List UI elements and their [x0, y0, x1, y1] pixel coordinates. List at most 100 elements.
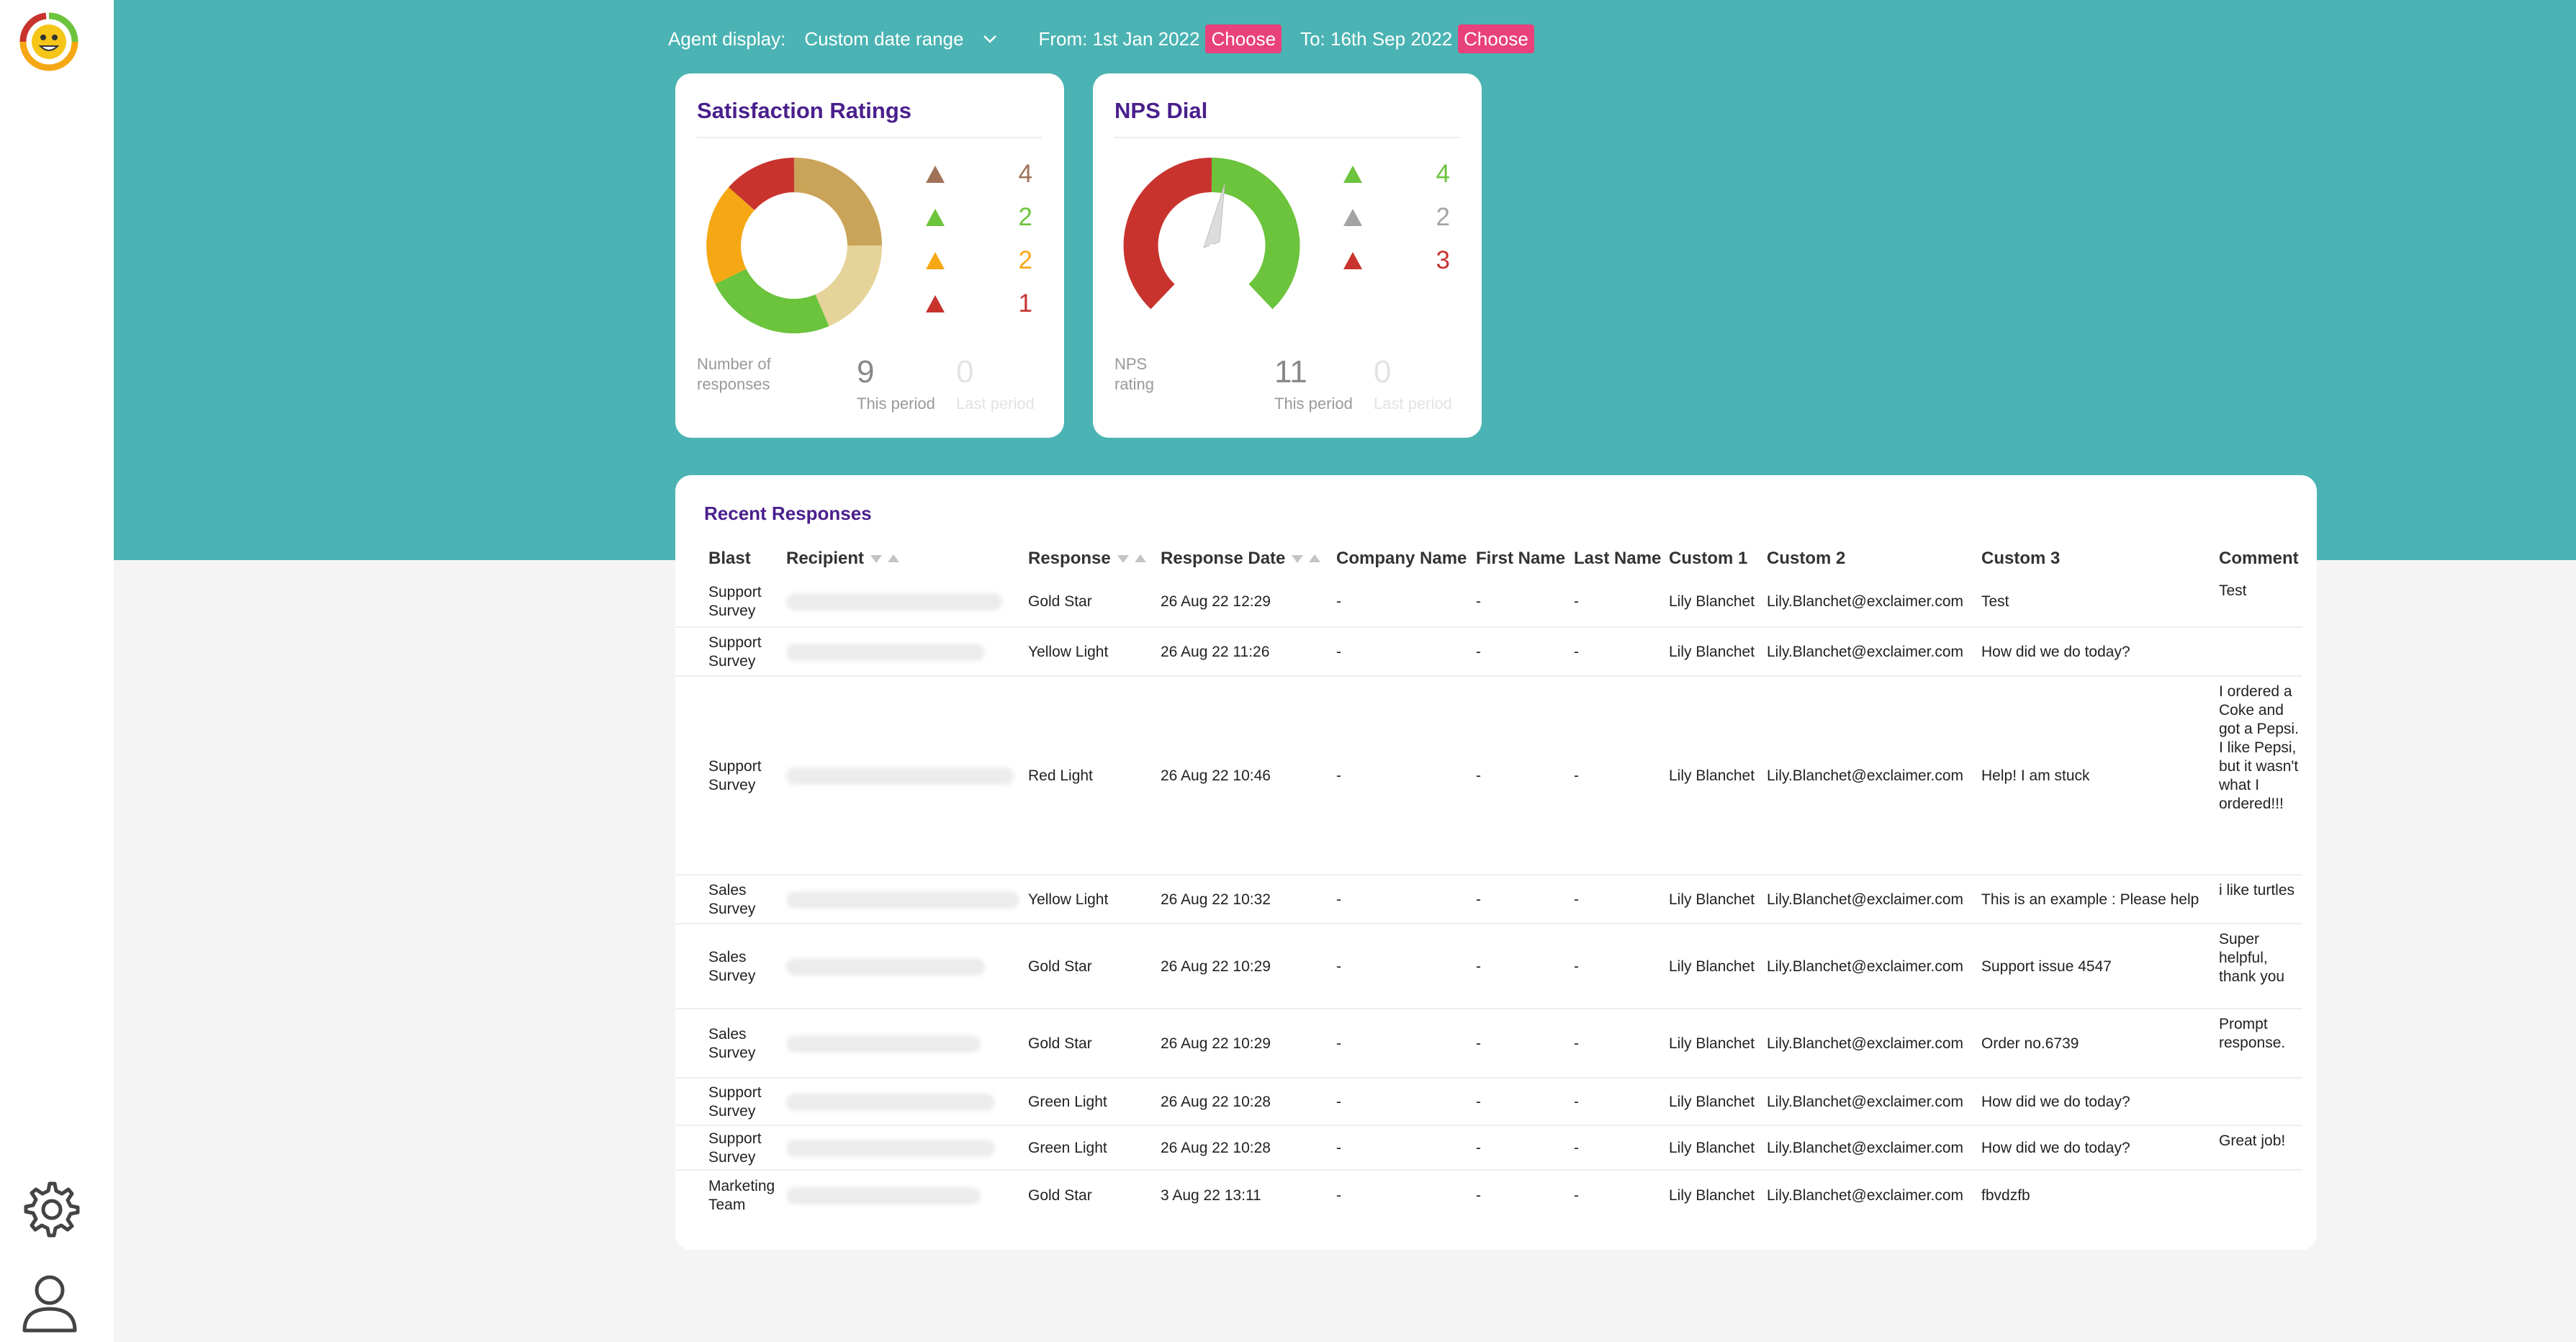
legend-value: 2 — [1436, 203, 1450, 231]
user-icon[interactable] — [20, 1271, 79, 1333]
header-custom-3[interactable]: Custom 3 — [1981, 549, 2060, 569]
agent-display-select[interactable]: Custom date range — [804, 28, 998, 50]
sort-up-icon — [1134, 554, 1146, 562]
header-first-name[interactable]: First Name — [1476, 549, 1565, 569]
cell-blast: Support Survey — [708, 1084, 762, 1120]
header-custom-2[interactable]: Custom 2 — [1767, 549, 1845, 569]
sort-up-icon — [888, 554, 900, 562]
sort-down-icon — [1117, 555, 1129, 563]
cell-custom1: Lily Blanchet — [1669, 1140, 1755, 1156]
cell-custom1: Lily Blanchet — [1669, 1094, 1755, 1110]
legend-row-passives: 2 — [1342, 203, 1450, 232]
recent-responses-title: Recent Responses — [704, 503, 872, 524]
nps-rating-label: NPS rating — [1114, 355, 1155, 393]
sidebar — [0, 0, 114, 1342]
gear-icon[interactable] — [19, 1176, 81, 1238]
agent-display-value: Custom date range — [804, 27, 964, 50]
cell-response: Gold Star — [1028, 1187, 1092, 1204]
cell-custom3: This is an example : Please help — [1981, 891, 2199, 908]
dial-red-arc — [1123, 157, 1212, 310]
cell-comment: Prompt response. — [2219, 1016, 2286, 1051]
cell-last: - — [1574, 767, 1579, 784]
smiley-logo-icon[interactable] — [17, 10, 81, 73]
cell-response: Red Light — [1028, 767, 1093, 784]
cell-last: - — [1574, 644, 1579, 660]
donut-slice-red — [729, 158, 795, 211]
this-period-value: 9 — [857, 354, 875, 389]
table-row[interactable]: Marketing Team Gold Star 3 Aug 22 13:11 - - -… — [675, 1171, 2302, 1221]
cell-date: 26 Aug 22 10:29 — [1161, 1035, 1271, 1052]
donut-slice-gold-2 — [793, 158, 882, 246]
legend-value: 2 — [1018, 203, 1032, 231]
table-row[interactable]: Support Survey Red Light 26 Aug 22 10:46 - -… — [675, 677, 2302, 875]
cell-custom1: Lily Blanchet — [1669, 644, 1755, 660]
last-period-label: Last period — [1374, 395, 1452, 413]
table-row[interactable]: Support Survey Green Light 26 Aug 22 10:28… — [675, 1126, 2302, 1171]
header-last-name[interactable]: Last Name — [1574, 549, 1661, 569]
cell-blast: Sales Survey — [708, 882, 756, 917]
cell-blast: Support Survey — [708, 634, 762, 670]
header-response-date[interactable]: Response Date — [1161, 549, 1325, 569]
table-row[interactable]: Support Survey Green Light 26 Aug 22 10:28… — [675, 1078, 2302, 1126]
header-company-name[interactable]: Company Name — [1336, 549, 1467, 569]
header-recipient[interactable]: Recipient — [786, 549, 904, 569]
cell-comment: Great job! — [2219, 1132, 2286, 1149]
cell-blast: Support Survey — [708, 584, 762, 619]
cell-comment: i like turtles — [2219, 882, 2295, 899]
sort-toggle[interactable] — [1291, 554, 1325, 564]
legend-row-green: 2 — [924, 203, 1032, 232]
recipient-redacted — [786, 1140, 995, 1157]
recipient-redacted — [786, 1187, 981, 1204]
donut-slice-yellow — [706, 187, 755, 284]
cell-custom3: Order no.6739 — [1981, 1035, 2079, 1052]
header-response[interactable]: Response — [1028, 549, 1151, 569]
divider — [697, 137, 1042, 138]
choose-from-button[interactable]: Choose — [1205, 24, 1282, 53]
recipient-redacted — [786, 1035, 981, 1053]
cell-company: - — [1336, 891, 1341, 908]
chevron-down-icon — [983, 35, 997, 43]
header-comment[interactable]: Comment — [2219, 549, 2299, 569]
legend-value: 3 — [1436, 246, 1450, 274]
header-blast[interactable]: Blast — [708, 549, 751, 569]
cell-blast: Support Survey — [708, 1130, 762, 1166]
cell-date: 26 Aug 22 10:29 — [1161, 958, 1271, 975]
triangle-up-icon — [926, 166, 945, 183]
cell-comment: Super helpful, thank you — [2219, 931, 2285, 985]
triangle-up-icon — [1343, 166, 1362, 183]
cell-response: Green Light — [1028, 1140, 1107, 1156]
recipient-redacted — [786, 1094, 995, 1111]
nps-title: NPS Dial — [1114, 98, 1208, 123]
cell-company: - — [1336, 593, 1341, 610]
cell-custom1: Lily Blanchet — [1669, 1187, 1755, 1204]
cell-last: - — [1574, 891, 1579, 908]
cell-company: - — [1336, 958, 1341, 975]
cell-custom2: Lily.Blanchet@exclaimer.com — [1767, 1187, 1964, 1204]
sort-toggle[interactable] — [870, 554, 904, 564]
legend-value: 2 — [1018, 246, 1032, 274]
header-label: Response Date — [1161, 549, 1286, 568]
cell-custom1: Lily Blanchet — [1669, 767, 1755, 784]
legend-row-detractors: 3 — [1342, 246, 1450, 275]
choose-to-button[interactable]: Choose — [1458, 24, 1534, 53]
cell-response: Gold Star — [1028, 593, 1092, 610]
table-row[interactable]: Sales Survey Gold Star 26 Aug 22 10:29 - - - L… — [675, 1009, 2302, 1078]
cell-date: 26 Aug 22 10:28 — [1161, 1140, 1271, 1156]
triangle-up-icon — [1343, 209, 1362, 226]
legend-row-yellow: 2 — [924, 246, 1032, 275]
cell-custom3: Support issue 4547 — [1981, 958, 2112, 975]
table-row[interactable]: Sales Survey Yellow Light 26 Aug 22 10:32 -… — [675, 875, 2302, 924]
header-custom-1[interactable]: Custom 1 — [1669, 549, 1747, 569]
cell-custom2: Lily.Blanchet@exclaimer.com — [1767, 1035, 1964, 1052]
triangle-up-icon — [926, 209, 945, 226]
sort-toggle[interactable] — [1117, 554, 1151, 564]
table-row[interactable]: Support Survey Gold Star 26 Aug 22 12:29 - -… — [675, 576, 2302, 628]
to-date-label: To: 16th Sep 2022 — [1300, 27, 1453, 50]
header-label: Response — [1028, 549, 1111, 568]
cell-first: - — [1476, 1140, 1481, 1156]
table-row[interactable]: Support Survey Yellow Light 26 Aug 22 11:2… — [675, 628, 2302, 677]
cell-blast: Support Survey — [708, 758, 762, 793]
cell-company: - — [1336, 644, 1341, 660]
table-row[interactable]: Sales Survey Gold Star 26 Aug 22 10:29 - - - L… — [675, 924, 2302, 1009]
cell-company: - — [1336, 1035, 1341, 1052]
